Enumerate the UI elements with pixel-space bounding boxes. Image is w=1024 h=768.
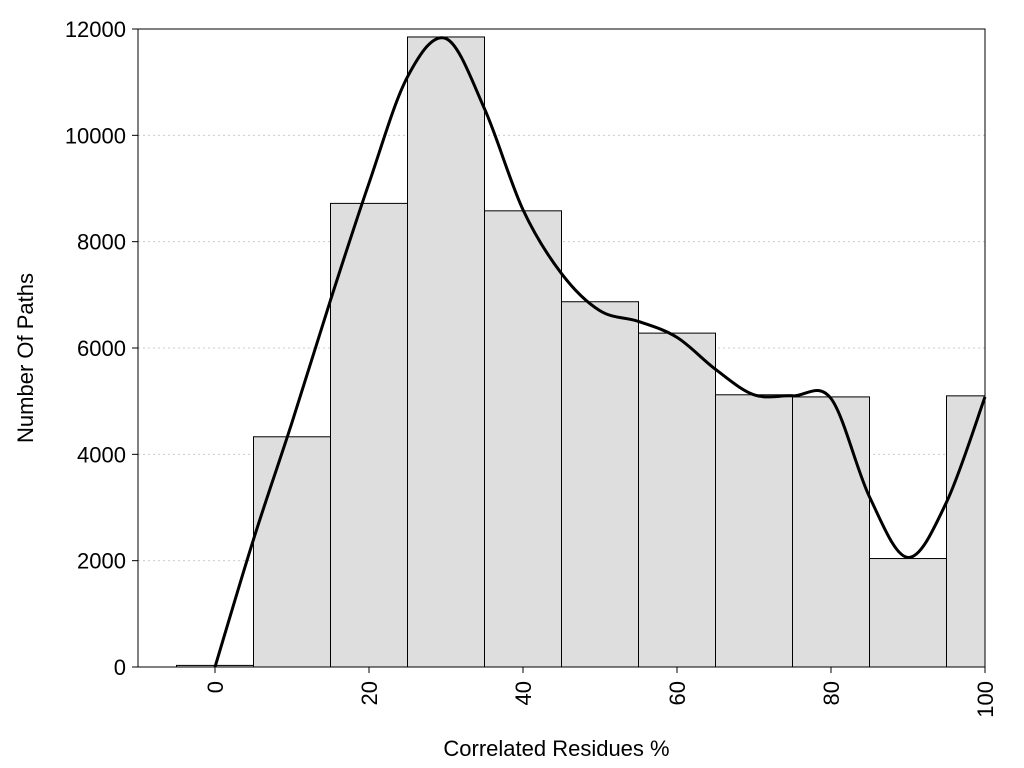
y-axis-label: Number Of Paths: [13, 273, 38, 443]
x-axis-ticks: 0 20 40 60 80 100: [203, 667, 998, 718]
y-tick-label: 8000: [77, 230, 126, 255]
bar-100: [946, 395, 986, 668]
y-tick-label: 12000: [65, 17, 126, 42]
x-axis-label: Correlated Residues %: [443, 736, 669, 761]
y-tick-label: 6000: [77, 336, 126, 361]
x-tick-label: 60: [665, 681, 690, 705]
bar-20: [330, 202, 408, 668]
y-tick-label: 4000: [77, 442, 126, 467]
y-tick-label: 2000: [77, 549, 126, 574]
bar-10: [253, 436, 331, 668]
x-tick-label: 80: [819, 681, 844, 705]
density-curve: [213, 36, 987, 668]
bar-30: [407, 36, 485, 668]
bars: [176, 36, 986, 668]
x-tick-label: 0: [203, 681, 228, 693]
y-axis-ticks: 0 2000 4000 6000 8000 10000 12000: [65, 17, 138, 680]
bar-40: [484, 210, 562, 668]
bar-50: [561, 301, 639, 668]
x-tick-label: 20: [357, 681, 382, 705]
density-curve-layer: [213, 36, 987, 668]
bar-60: [638, 332, 716, 668]
y-tick-label: 10000: [65, 123, 126, 148]
bar-90: [869, 558, 947, 668]
bar-70: [715, 394, 793, 668]
y-tick-label: 0: [114, 655, 126, 680]
bar-80: [792, 396, 870, 668]
x-tick-label: 40: [511, 681, 536, 705]
x-tick-label: 100: [973, 681, 998, 718]
